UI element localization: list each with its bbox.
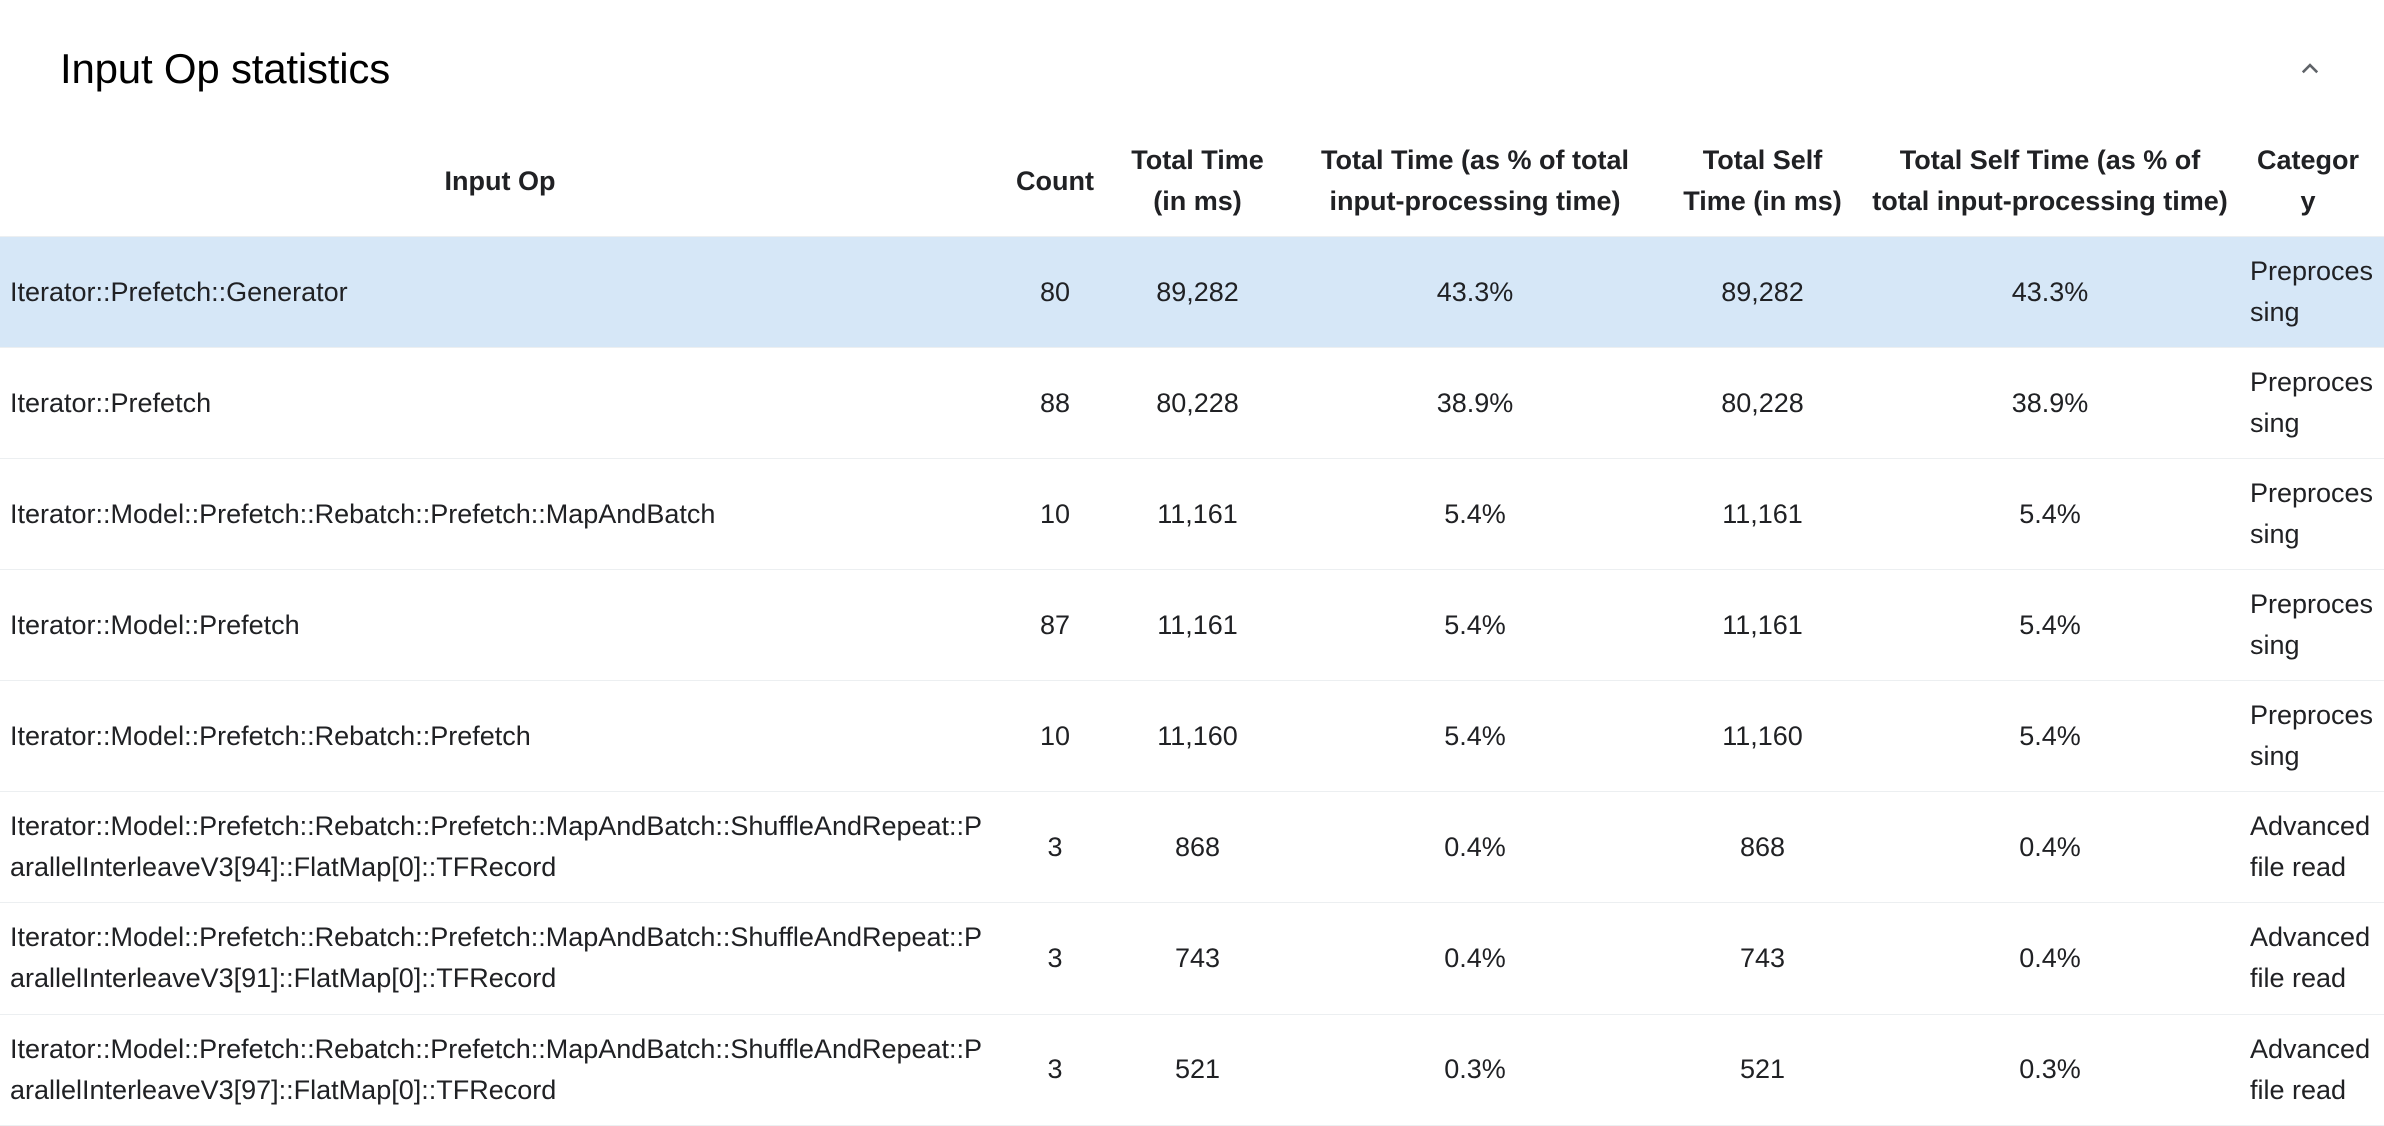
cell-input-op: Iterator::Prefetch::Generator [10, 276, 348, 307]
table-body: Iterator::Prefetch::Generator 80 89,282 43.… [0, 236, 2384, 1126]
cell-total-time: 521 [1174, 1054, 1221, 1085]
table-row[interactable]: Iterator::Model::Prefetch::Rebatch::Pref… [0, 458, 2384, 570]
column-header-total-self-time[interactable]: Total Self Time (in ms) [1683, 145, 1842, 217]
cell-count: 87 [1039, 609, 1071, 640]
page-title: Input Op statistics [60, 45, 391, 92]
cell-total-self-time-percent: 43.3% [2011, 276, 2089, 307]
cell-count: 10 [1039, 498, 1071, 529]
column-header-input-op[interactable]: Input Op [444, 165, 556, 196]
cell-category: Preprocessing [2250, 478, 2374, 550]
cell-total-time-percent: 5.4% [1444, 720, 1506, 751]
cell-total-self-time-percent: 5.4% [2019, 498, 2081, 529]
cell-input-op: Iterator::Model::Prefetch [10, 609, 300, 640]
cell-total-self-time: 89,282 [1721, 276, 1804, 307]
cell-total-self-time-percent: 38.9% [2011, 387, 2089, 418]
card-header: Input Op statistics [0, 0, 2384, 132]
table-row[interactable]: Iterator::Model::Prefetch::Rebatch::Pref… [0, 680, 2384, 792]
table-row[interactable]: Iterator::Model::Prefetch::Rebatch::Pref… [0, 902, 2384, 1014]
cell-count: 3 [1047, 831, 1063, 862]
cell-category: Advanced file read [2250, 1033, 2371, 1105]
cell-total-self-time: 11,161 [1722, 609, 1803, 640]
cell-total-time: 89,282 [1156, 276, 1239, 307]
cell-total-time: 743 [1174, 942, 1221, 973]
cell-input-op: Iterator::Model::Prefetch::Rebatch::Pref… [10, 922, 983, 994]
cell-total-self-time-percent: 0.4% [2019, 942, 2081, 973]
cell-input-op: Iterator::Model::Prefetch::Rebatch::Pref… [10, 811, 983, 883]
table-row[interactable]: Iterator::Model::Prefetch 87 11,161 5.4% 11,… [0, 569, 2384, 681]
cell-category: Preprocessing [2250, 367, 2374, 439]
table-row[interactable]: Iterator::Prefetch 88 80,228 38.9% 80,228 38.… [0, 347, 2384, 459]
table-row[interactable]: Iterator::Model::Prefetch::Rebatch::Pref… [0, 791, 2384, 903]
cell-count: 3 [1047, 1054, 1063, 1085]
cell-total-time-percent: 0.3% [1444, 1054, 1506, 1085]
cell-total-time: 868 [1174, 831, 1221, 862]
table-row-selected[interactable]: Iterator::Prefetch::Generator 80 89,282 43.… [0, 236, 2384, 348]
column-header-total-time[interactable]: Total Time (in ms) [1131, 145, 1264, 217]
cell-count: 88 [1039, 387, 1071, 418]
cell-category: Preprocessing [2250, 700, 2374, 772]
cell-total-time-percent: 38.9% [1436, 387, 1514, 418]
column-header-count[interactable]: Count [1016, 165, 1094, 196]
cell-input-op: Iterator::Model::Prefetch::Rebatch::Pref… [10, 1033, 983, 1105]
table-header: Input Op Count Total Time (in ms) Total … [0, 132, 2384, 237]
collapse-section-button[interactable] [2288, 46, 2332, 90]
cell-total-time: 11,161 [1157, 609, 1238, 640]
table-header-row: Input Op Count Total Time (in ms) Total … [0, 132, 2384, 237]
cell-total-self-time: 868 [1739, 831, 1786, 862]
cell-total-self-time-percent: 5.4% [2019, 609, 2081, 640]
cell-category: Preprocessing [2250, 256, 2374, 328]
cell-total-time: 11,161 [1157, 498, 1238, 529]
cell-input-op: Iterator::Model::Prefetch::Rebatch::Pref… [10, 720, 531, 751]
cell-count: 10 [1039, 720, 1071, 751]
cell-count: 3 [1047, 942, 1063, 973]
cell-category: Preprocessing [2250, 589, 2374, 661]
cell-total-self-time: 743 [1739, 942, 1786, 973]
cell-total-self-time: 11,160 [1722, 720, 1803, 751]
cell-total-time-percent: 43.3% [1436, 276, 1514, 307]
cell-category: Advanced file read [2250, 922, 2371, 994]
input-op-statistics-table: Input Op Count Total Time (in ms) Total … [0, 132, 2384, 1126]
cell-total-self-time: 521 [1739, 1054, 1786, 1085]
column-header-total-time-percent[interactable]: Total Time (as % of total input-processi… [1320, 145, 1630, 217]
cell-input-op: Iterator::Prefetch [10, 387, 212, 418]
cell-category: Advanced file read [2250, 811, 2371, 883]
cell-total-self-time: 80,228 [1721, 387, 1804, 418]
chevron-up-icon [2297, 55, 2323, 81]
cell-count: 80 [1039, 276, 1071, 307]
cell-total-time-percent: 0.4% [1444, 831, 1506, 862]
cell-total-time: 11,160 [1157, 720, 1238, 751]
cell-total-self-time: 11,161 [1722, 498, 1803, 529]
table-row[interactable]: Iterator::Model::Prefetch::Rebatch::Pref… [0, 1014, 2384, 1126]
cell-total-self-time-percent: 0.4% [2019, 831, 2081, 862]
cell-total-time-percent: 0.4% [1444, 942, 1506, 973]
cell-total-self-time-percent: 5.4% [2019, 720, 2081, 751]
column-header-total-self-time-percent[interactable]: Total Self Time (as % of total input-pro… [1872, 145, 2228, 217]
cell-total-time: 80,228 [1156, 387, 1239, 418]
column-header-category[interactable]: Category [2256, 145, 2359, 217]
cell-total-time-percent: 5.4% [1444, 609, 1506, 640]
cell-total-self-time-percent: 0.3% [2019, 1054, 2081, 1085]
cell-input-op: Iterator::Model::Prefetch::Rebatch::Pref… [10, 498, 716, 529]
cell-total-time-percent: 5.4% [1444, 498, 1506, 529]
